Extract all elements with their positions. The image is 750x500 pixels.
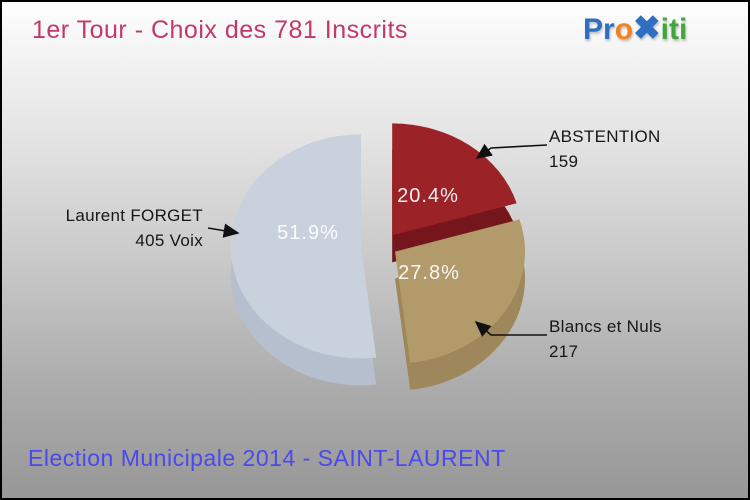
logo-part-pr: Pr xyxy=(583,13,615,46)
footer-title: Election Municipale 2014 - SAINT-LAURENT xyxy=(28,445,506,471)
callout-blancs-label: Blancs et Nuls xyxy=(549,317,662,336)
page-title: 1er Tour - Choix des 781 Inscrits xyxy=(32,16,408,44)
callout-forget: Laurent FORGET 405 Voix xyxy=(66,203,203,253)
callout-forget-label: Laurent FORGET xyxy=(65,206,203,225)
pie-slice-abstention xyxy=(392,123,517,236)
callout-blancs: Blancs et Nuls 217 xyxy=(549,314,662,364)
abstention-callout-arrow xyxy=(475,143,548,159)
pie-pct-abstention: 20.4% xyxy=(397,185,459,207)
pie-slice-blancs-et-nuls xyxy=(395,219,525,363)
pie-pct-blancs-et-nuls: 27.8% xyxy=(398,262,460,284)
proxiti-logo[interactable]: Pro✖iti xyxy=(583,8,687,47)
pie-slice-laurent-forget xyxy=(230,134,377,359)
blancs-callout-arrow xyxy=(474,320,547,337)
callout-forget-value: 405 Voix xyxy=(135,231,203,250)
pie-pct-laurent-forget: 51.9% xyxy=(277,222,339,244)
callout-abstention-label: ABSTENTION xyxy=(549,127,661,146)
logo-part-o: o xyxy=(614,13,634,46)
pie-slices: 20.4% 27.8% 51.9% xyxy=(230,123,525,390)
callout-abstention-value: 159 xyxy=(549,152,579,171)
callout-blancs-value: 217 xyxy=(549,342,579,361)
logo-part-iti: iti xyxy=(660,13,688,46)
forget-callout-arrow xyxy=(207,223,240,238)
logo-x-icon: ✖ xyxy=(633,9,661,46)
callout-abstention: ABSTENTION 159 xyxy=(549,124,661,174)
